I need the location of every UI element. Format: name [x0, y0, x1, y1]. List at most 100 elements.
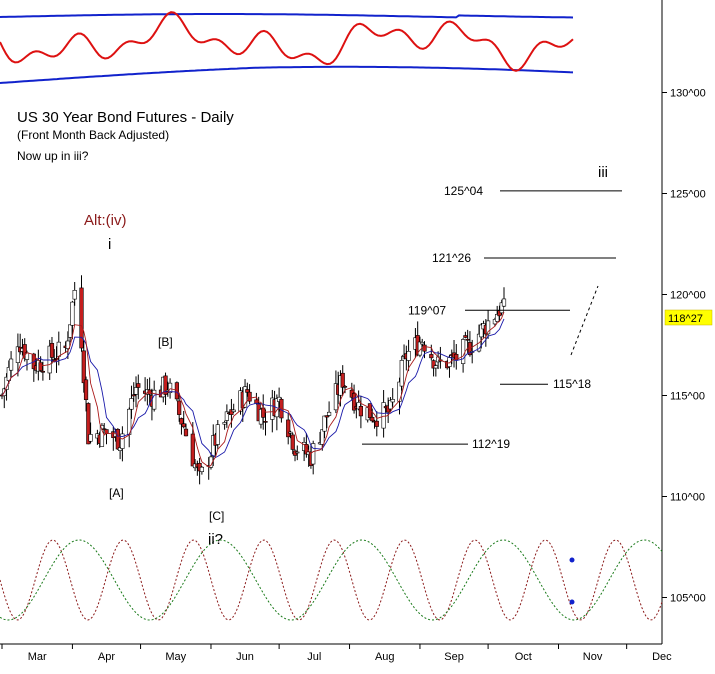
candle-body: [358, 405, 363, 417]
candle-body: [70, 301, 75, 326]
candle-body: [65, 340, 70, 349]
candle-body: [136, 383, 141, 388]
x-tick-label: May: [165, 651, 186, 663]
wave-label-ii: ii?: [208, 531, 223, 548]
candle-body: [463, 335, 468, 338]
candle-body: [322, 415, 327, 432]
candle-body: [72, 290, 77, 300]
candle-body: [485, 320, 491, 335]
candle-body: [79, 287, 84, 349]
x-tick-label: Nov: [583, 651, 603, 663]
candle-body: [190, 433, 195, 467]
candle-body: [320, 429, 325, 445]
candle-body: [286, 419, 291, 438]
candle-body: [370, 416, 375, 422]
candle-body: [340, 372, 345, 388]
candle-body: [242, 386, 248, 408]
y-tick-label: 105^00: [670, 593, 706, 605]
level-label: 121^26: [432, 251, 471, 265]
chart-note: Now up in iii?: [17, 149, 89, 163]
candle-body: [381, 402, 386, 429]
candle-body: [422, 344, 427, 352]
candle-body: [131, 394, 136, 397]
ma-slow-line: [1, 318, 505, 459]
candle-body: [40, 370, 45, 373]
candle-body: [68, 324, 73, 338]
candle-body: [133, 387, 139, 395]
candle-body: [492, 319, 498, 325]
y-tick-label: 110^00: [670, 492, 705, 504]
oscillator-lower-band: [0, 65, 574, 84]
candle-body: [102, 428, 107, 431]
candle-body: [222, 422, 227, 425]
wave-label-c: [C]: [209, 509, 224, 523]
x-tick-label: Jul: [307, 651, 321, 663]
cycle-marker: [569, 599, 575, 605]
x-tick-label: Dec: [652, 651, 672, 663]
candle-body: [247, 391, 252, 402]
candle-body: [326, 411, 332, 416]
candle-body: [399, 360, 404, 387]
price-levels: 125^04 121^26 119^07 115^18 112^19: [362, 184, 622, 451]
ma-fast-line: [1, 311, 505, 468]
x-axis-ticks: Mar Apr May Jun Jul Aug Sep Oct Nov Dec: [1, 644, 672, 663]
candle-body: [129, 398, 134, 410]
candle-body: [88, 434, 93, 442]
candle-body: [181, 423, 186, 428]
oscillator-panel: [0, 11, 574, 84]
candle-body: [115, 428, 120, 450]
candlestick-series: [0, 275, 507, 485]
candle-body: [431, 360, 436, 369]
candle-body: [324, 415, 329, 418]
candle-body: [433, 365, 438, 369]
candle-body: [501, 298, 507, 307]
candle-body: [177, 400, 182, 415]
candle-body: [290, 434, 295, 450]
candle-body: [152, 389, 157, 410]
candle-body: [461, 339, 466, 364]
x-tick-label: Sep: [444, 651, 464, 663]
candle-body: [288, 431, 293, 434]
candle-body: [231, 409, 236, 412]
oscillator-line: [0, 11, 574, 72]
candle-body: [49, 343, 55, 358]
last-price-label: 118^27: [668, 313, 703, 325]
cycle-marker: [569, 557, 575, 563]
candle-body: [420, 342, 425, 345]
chart-title: US 30 Year Bond Futures - Daily: [17, 109, 234, 126]
candle-body: [374, 420, 379, 427]
last-price-box: [664, 309, 713, 326]
cycle-wave-short: [0, 539, 663, 621]
candle-body: [56, 341, 61, 357]
level-label: 115^18: [553, 377, 591, 391]
candle-body: [390, 399, 395, 403]
moving-average-lines: [1, 311, 505, 468]
wave-label-i: i: [108, 236, 111, 253]
y-tick-label: 120^00: [670, 290, 706, 302]
cycle-panel: [0, 539, 663, 621]
candle-body: [99, 425, 105, 447]
cycle-wave-long: [0, 539, 663, 621]
y-tick-label: 130^00: [670, 88, 706, 100]
candle-body: [199, 466, 204, 472]
candle-body: [83, 379, 89, 400]
chart-subtitle: (Front Month Back Adjusted): [17, 128, 169, 142]
x-tick-label: Oct: [515, 651, 532, 663]
candle-body: [311, 443, 316, 465]
candle-body: [167, 382, 173, 394]
wave-label-a: [A]: [109, 486, 124, 500]
projection-dashed-line: [570, 285, 599, 356]
candle-body: [183, 428, 189, 437]
candle-body: [120, 433, 125, 449]
candle-body: [52, 359, 57, 361]
x-tick-label: Apr: [98, 651, 115, 663]
candle-body: [342, 385, 348, 388]
candle-body: [15, 346, 21, 363]
candle-body: [179, 418, 184, 425]
wave-label-b: [B]: [158, 335, 173, 349]
candle-body: [224, 411, 229, 421]
oscillator-upper-band: [0, 13, 574, 19]
x-tick-label: Jun: [236, 651, 254, 663]
x-tick-label: Mar: [28, 651, 47, 663]
